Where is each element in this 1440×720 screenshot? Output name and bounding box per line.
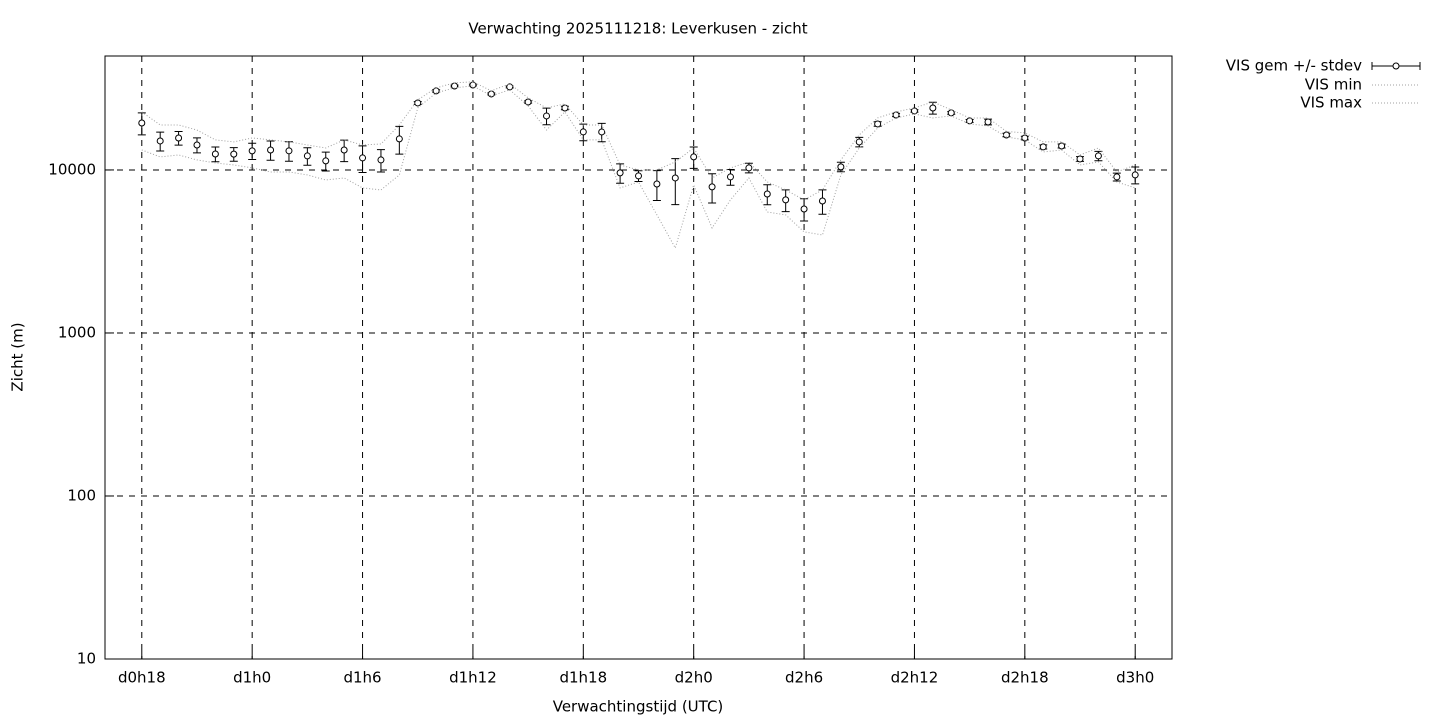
data-point	[1021, 134, 1029, 142]
data-point	[800, 205, 808, 213]
data-point	[303, 152, 311, 160]
x-tick-label: d2h12	[891, 669, 939, 687]
data-point	[782, 196, 790, 204]
data-point	[892, 111, 900, 119]
data-point	[1113, 173, 1121, 181]
data-point	[175, 134, 183, 142]
y-axis-label: Zicht (m)	[9, 322, 27, 391]
data-point	[395, 135, 403, 143]
data-point	[1076, 155, 1084, 163]
data-point	[230, 150, 238, 158]
data-point	[506, 83, 514, 91]
data-point	[285, 147, 293, 155]
line	[141, 81, 1136, 201]
data-point	[690, 153, 698, 161]
y-tick-label: 10	[77, 650, 96, 668]
data-point	[653, 180, 661, 188]
data-point	[1094, 152, 1102, 160]
data-point	[322, 157, 330, 165]
data-point	[874, 120, 882, 128]
data-point	[377, 156, 385, 164]
x-tick-label: d1h12	[449, 669, 497, 687]
data-point	[616, 169, 624, 177]
data-point	[524, 98, 532, 106]
chart-title: Verwachting 2025111218: Leverkusen - zic…	[468, 20, 807, 38]
data-point	[745, 164, 753, 172]
x-tick-label: d1h18	[559, 669, 607, 687]
data-point	[248, 147, 256, 155]
data-point	[818, 197, 826, 205]
data-point	[726, 173, 734, 181]
legend-swatch	[1392, 62, 1400, 70]
data-point	[708, 183, 716, 191]
data-point	[414, 99, 422, 107]
y-tick-label: 1000	[58, 323, 96, 341]
data-point	[855, 138, 863, 146]
data-point	[947, 109, 955, 117]
data-point	[929, 104, 937, 112]
data-point	[579, 128, 587, 136]
data-point	[211, 150, 219, 158]
data-point	[340, 146, 348, 154]
x-tick-label: d2h18	[1001, 669, 1049, 687]
y-tick-label: 10000	[48, 160, 96, 178]
x-axis-label: Verwachtingstijd (UTC)	[553, 698, 724, 716]
x-tick-label: d1h6	[343, 669, 381, 687]
data-point	[635, 172, 642, 180]
data-point	[763, 190, 771, 198]
legend-label: VIS gem +/- stdev	[1226, 57, 1362, 75]
error-bar	[671, 158, 680, 206]
data-point	[487, 90, 495, 98]
x-tick-label: d1h0	[233, 669, 271, 687]
data-point	[671, 174, 679, 182]
x-tick-label: d2h0	[675, 669, 713, 687]
x-tick-label: d2h6	[785, 669, 823, 687]
data-point	[598, 128, 606, 136]
data-point	[1039, 143, 1047, 151]
x-tick-label: d3h0	[1116, 669, 1154, 687]
y-tick-label: 100	[67, 486, 96, 504]
data-point	[193, 141, 201, 149]
data-point	[267, 146, 275, 154]
legend-label: VIS min	[1305, 76, 1362, 94]
data-point	[984, 118, 992, 126]
data-point	[359, 154, 367, 162]
data-point	[1058, 142, 1066, 150]
data-point	[561, 104, 569, 112]
data-point	[156, 137, 164, 145]
data-point	[966, 117, 974, 125]
legend-label: VIS max	[1300, 94, 1362, 112]
data-point	[543, 112, 551, 120]
data-point	[910, 107, 918, 115]
data-point	[1131, 171, 1139, 179]
line	[141, 85, 1136, 250]
data-point	[837, 163, 845, 171]
x-tick-label: d0h18	[118, 669, 166, 687]
plot-frame	[104, 55, 1173, 660]
data-point	[138, 119, 146, 127]
